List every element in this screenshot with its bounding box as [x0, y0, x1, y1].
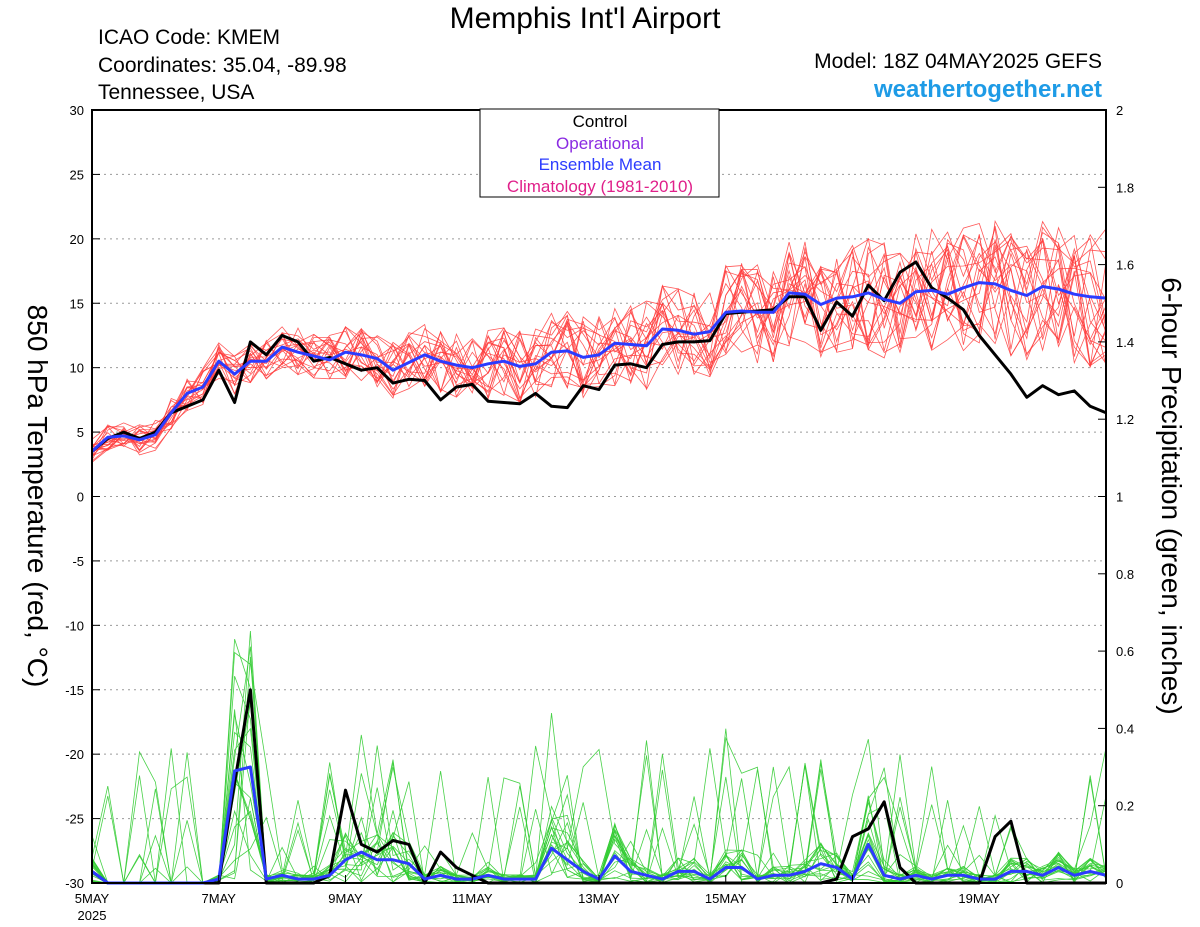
- x-tick-label: 17MAY: [832, 891, 874, 906]
- y-tick-label: 5: [77, 425, 84, 440]
- y-tick-label: -15: [65, 683, 84, 698]
- y2-tick-label: 1.4: [1116, 335, 1134, 350]
- temp-member-line: [91, 235, 1107, 457]
- y-tick-label: 15: [70, 296, 84, 311]
- axis-ticks: 302520151050-5-10-15-20-25-3021.81.61.41…: [65, 103, 1134, 923]
- ensemble-mean-temperature-line: [90, 281, 1107, 453]
- temp-member-line: [91, 238, 1107, 457]
- legend-control: Control: [573, 112, 628, 131]
- y-tick-label: 0: [77, 490, 84, 505]
- temp-member-line: [91, 226, 1107, 448]
- x-tick-label: 7MAY: [202, 891, 237, 906]
- x-tick-label: 5MAY: [75, 891, 110, 906]
- precip-members: [91, 630, 1107, 885]
- y2-tick-label: 1: [1116, 490, 1123, 505]
- temp-member-line: [91, 226, 1107, 456]
- y2-tick-label: 1.8: [1116, 180, 1134, 195]
- temp-member-line: [91, 238, 1107, 450]
- y2-tick-label: 1.2: [1116, 412, 1134, 427]
- temp-member-line: [91, 228, 1107, 451]
- x-tick-label: 15MAY: [705, 891, 747, 906]
- y-tick-label: -25: [65, 812, 84, 827]
- legend: Control Operational Ensemble Mean Climat…: [479, 108, 720, 198]
- y-axis-title: 850 hPa Temperature (red, °C): [22, 305, 53, 688]
- y-tick-label: -5: [72, 554, 84, 569]
- y-tick-label: 25: [70, 167, 84, 182]
- precip-member-line: [91, 736, 1107, 884]
- x-tick-label: 13MAY: [578, 891, 620, 906]
- coordinates: Coordinates: 35.04, -89.98: [98, 54, 347, 77]
- precip-member-line: [91, 755, 1107, 884]
- precip-member-line: [91, 675, 1107, 885]
- legend-ensemble-mean: Ensemble Mean: [539, 155, 662, 174]
- x-tick-label: 9MAY: [328, 891, 363, 906]
- y-tick-label: 30: [70, 103, 84, 118]
- temp-member-line: [91, 225, 1107, 448]
- y2-tick-label: 1.6: [1116, 258, 1134, 273]
- legend-climatology: Climatology (1981-2010): [507, 177, 693, 196]
- precip-member-line: [91, 767, 1107, 884]
- y2-tick-label: 0.2: [1116, 799, 1134, 814]
- y2-tick-label: 0: [1116, 876, 1123, 891]
- temp-member-line: [91, 245, 1107, 462]
- y2-tick-label: 0.4: [1116, 721, 1134, 736]
- temp-members: [91, 219, 1107, 463]
- y2-tick-label: 0.6: [1116, 644, 1134, 659]
- legend-box: [479, 108, 720, 198]
- x-tick-year: 2025: [78, 908, 107, 923]
- icao-code: ICAO Code: KMEM: [98, 26, 281, 49]
- brand-link[interactable]: weathertogether.net: [873, 76, 1102, 103]
- temp-member-line: [91, 223, 1107, 461]
- ensemble-mean-precipitation-line: [91, 765, 1107, 885]
- legend-operational: Operational: [556, 134, 644, 153]
- y-tick-label: -30: [65, 876, 84, 891]
- x-tick-label: 11MAY: [452, 891, 493, 906]
- temp-member-line: [91, 242, 1107, 452]
- page-title: Memphis Int'l Airport: [449, 2, 721, 35]
- y2-tick-label: 2: [1116, 103, 1123, 118]
- y-tick-label: -10: [65, 618, 84, 633]
- y-tick-label: 10: [70, 361, 84, 376]
- temp-member-line: [91, 237, 1107, 452]
- x-tick-label: 19MAY: [958, 891, 1000, 906]
- y-tick-label: -20: [65, 747, 84, 762]
- region: Tennessee, USA: [98, 81, 255, 104]
- temp-member-line: [91, 219, 1107, 453]
- temp-member-line: [91, 231, 1107, 463]
- y-tick-label: 20: [70, 232, 84, 247]
- model-run: Model: 18Z 04MAY2025 GEFS: [814, 50, 1102, 73]
- y2-axis-title: 6-hour Precipitation (green, inches): [1156, 277, 1187, 714]
- y2-tick-label: 0.8: [1116, 567, 1134, 582]
